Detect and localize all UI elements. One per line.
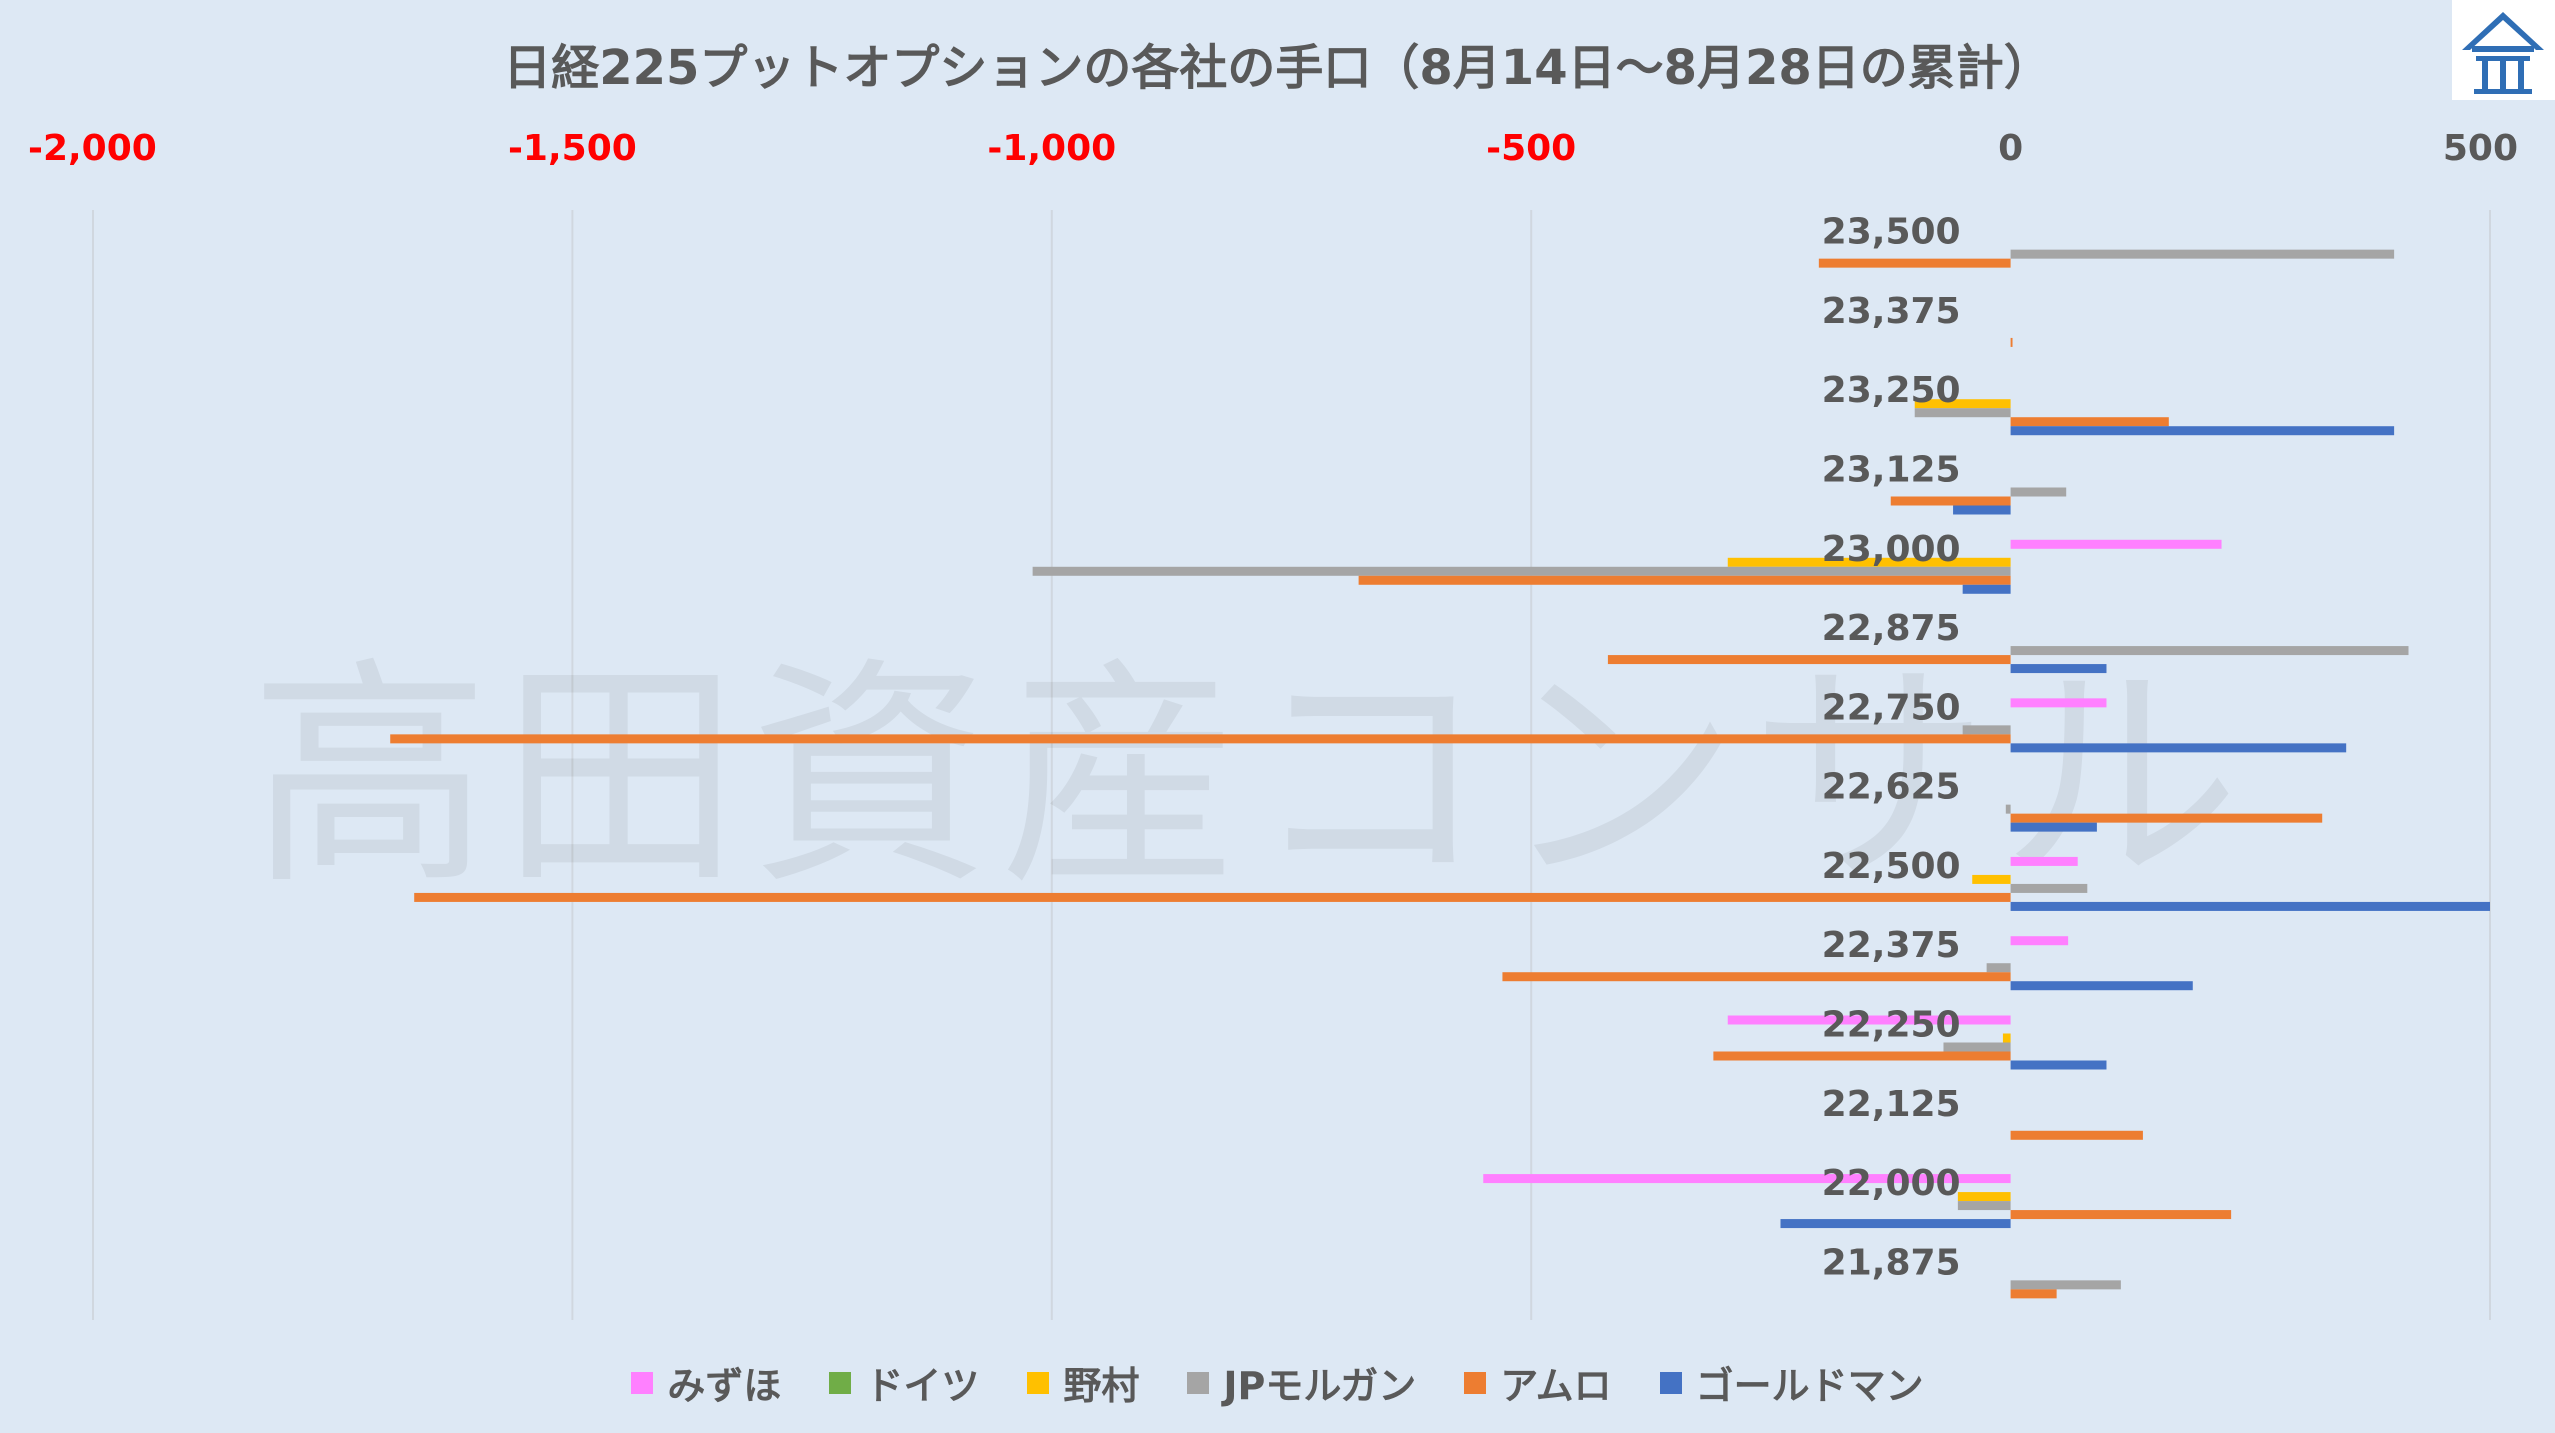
x-tick-label: 500 [2443,128,2518,169]
bar [1483,1174,2011,1184]
watermark: 高田資産コンサル [250,637,2250,917]
category-label: 21,875 [1822,1242,1961,1283]
legend-label: ドイツ [865,1364,980,1408]
bar [2010,883,2088,893]
category-label: 22,500 [1822,846,1961,887]
legend-swatch [1464,1371,1487,1394]
category-label: 22,000 [1822,1163,1961,1204]
gridlines [92,210,2491,1320]
bar [2010,698,2107,708]
bar [2010,743,2347,753]
bar [1914,408,2011,418]
bar [1607,655,2011,665]
x-tick-label: 0 [1998,128,2023,169]
legend-swatch [631,1371,654,1394]
bar [2010,249,2395,259]
category-label: 22,750 [1822,687,1961,728]
category-label: 22,250 [1822,1005,1961,1046]
category-label: 23,000 [1822,529,1961,570]
bar [1962,584,2011,594]
x-tick-label: -1,500 [508,128,637,169]
bar [2010,981,2193,991]
company-logo [2452,0,2555,100]
category-label: 23,250 [1822,370,1961,411]
bar [1943,1042,2011,1052]
chart-title: 日経225プットオプションの各社の手口（8月14日～8月28日の累計） [503,40,2052,96]
y-axis: 23,500 23,375 23,250 23,125 23,000 22,875 22,7… [1822,212,1961,1284]
legend-label: アムロ [1500,1364,1612,1408]
bar [2010,426,2395,436]
bar [2010,646,2409,656]
bar [1972,874,2011,884]
legend-swatch [1187,1371,1210,1394]
bar [1032,566,2011,576]
bar [1502,972,2011,982]
bar [1818,258,2011,268]
legend-label: みずほ [667,1364,782,1408]
legend-item: 野村 [1027,1355,1139,1410]
bar [1890,496,2011,506]
legend-item: みずほ [631,1355,781,1410]
bar [2010,1060,2107,1070]
x-tick-label: -1,000 [987,128,1116,169]
legend-swatch [829,1371,852,1394]
category-label: 23,375 [1822,291,1961,332]
bar [1957,1201,2011,1211]
bars [390,249,2490,1299]
bar [1953,505,2011,515]
legend-swatch [1659,1371,1682,1394]
bar [2010,539,2222,549]
bar [2010,487,2067,497]
legend-label: JPモルガン [1223,1364,1417,1408]
legend: みずほ ドイツ 野村 JPモルガン アムロ ゴールドマン [0,1355,2555,1410]
bar [1986,963,2011,973]
bar [2010,822,2097,832]
legend-item: ドイツ [829,1355,979,1410]
bar [1780,1219,2011,1229]
bar [1727,557,2011,567]
bar [2010,417,2169,427]
bar [2002,1033,2011,1043]
house-logo-icon [2462,12,2544,94]
category-label: 22,875 [1822,608,1961,649]
legend-label: ゴールドマン [1695,1364,1924,1408]
bar [390,734,2011,744]
legend-item: アムロ [1464,1355,1612,1410]
bar [1957,1192,2011,1202]
category-label: 22,375 [1822,925,1961,966]
x-tick-label: -500 [1486,128,1576,169]
bar [1914,399,2011,409]
bar [2010,1210,2232,1220]
legend-swatch [1027,1371,1050,1394]
category-label: 22,125 [1822,1084,1961,1125]
legend-item: JPモルガン [1187,1355,1416,1410]
legend-label: 野村 [1063,1364,1140,1408]
bar [2010,813,2323,823]
bar [1358,575,2011,585]
x-axis: -2,000 -1,500 -1,000 -500 0 500 [28,128,2518,169]
bar [1962,725,2011,735]
bar [2010,1130,2143,1140]
x-tick-label: -2,000 [28,128,157,169]
bar [2010,936,2069,946]
category-label: 23,500 [1822,212,1961,253]
bar [2005,804,2011,814]
bar [2010,664,2107,674]
bar [414,892,2011,902]
bar [2010,856,2078,866]
bar [2010,1289,2057,1299]
bar [2010,1280,2121,1290]
bar [1727,1015,2011,1025]
bar [2010,337,2013,347]
category-label: 22,625 [1822,767,1961,808]
category-label: 23,125 [1822,450,1961,491]
legend-item: ゴールドマン [1659,1355,1924,1410]
bar [2010,901,2490,911]
bar [1713,1051,2011,1061]
